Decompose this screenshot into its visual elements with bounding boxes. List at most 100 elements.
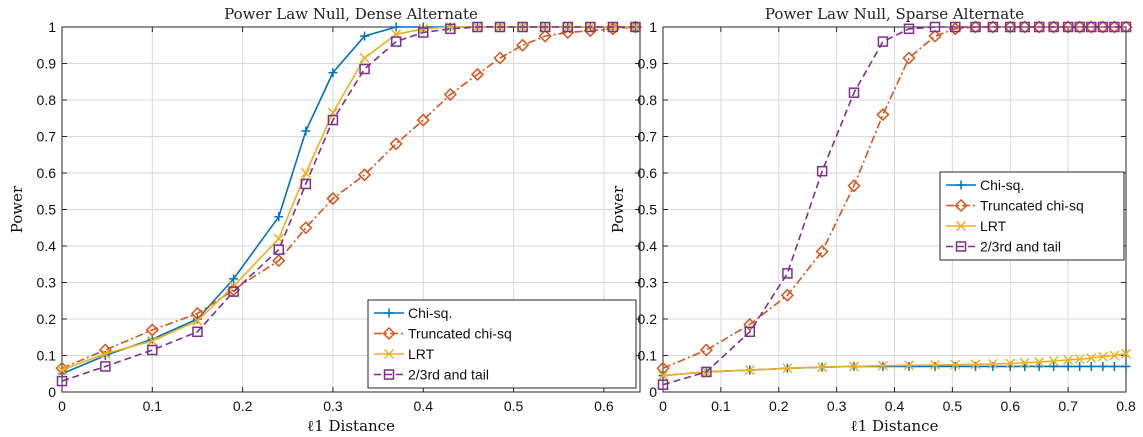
- data-point: [1073, 20, 1087, 34]
- data-point-b: [359, 52, 370, 64]
- y-tick-label: 0.2: [37, 311, 57, 327]
- legend-marker: [383, 369, 395, 380]
- y-tick-label: 0.2: [638, 311, 658, 327]
- data-point: [1047, 20, 1061, 34]
- data-point: [950, 21, 961, 33]
- x-tick-label: 0.4: [414, 398, 434, 414]
- series-line: [662, 26, 1126, 386]
- data-point: [470, 67, 484, 82]
- plot-frame: [61, 26, 641, 393]
- chart-panel-1: 0 0.1 0.2 0.3 0.4 0.5 0.6 0.7 0.8 0.9 1 0 0.1 0.2 0.3 0…: [8, 5, 643, 435]
- data-point: [100, 361, 111, 372]
- x-tick-label: 0.1: [143, 398, 163, 414]
- y-tick-label: 0.1: [37, 348, 57, 364]
- data-point: [357, 168, 372, 182]
- legend-entry: Truncated chi-sq: [980, 198, 1084, 214]
- data-point: [903, 23, 915, 35]
- data-point: [299, 221, 313, 235]
- data-point: [445, 23, 456, 35]
- data-point: [300, 178, 312, 190]
- data-point: [1084, 20, 1098, 34]
- data-point: [701, 366, 712, 378]
- data-point: [1062, 21, 1074, 33]
- y-tick-label: 0.4: [638, 238, 658, 254]
- y-tick-label: 0.8: [638, 92, 658, 108]
- data-point: [583, 24, 597, 38]
- data-point-b: [147, 335, 158, 346]
- data-point: [418, 27, 429, 38]
- series-tail: [657, 21, 1132, 390]
- legend-entry: LRT: [408, 346, 435, 362]
- chart-panel-2: 0 0.1 0.2 0.3 0.4 0.5 0.6 0.7 0.8 0.9 1 0 0.1 0.2 0.3 0…: [609, 5, 1136, 435]
- y-tick-label: 0: [649, 384, 657, 400]
- data-point-b: [1005, 358, 1016, 369]
- data-point: [1086, 21, 1097, 33]
- data-point-b: [877, 360, 888, 371]
- data-point-b: [1109, 350, 1120, 361]
- data-point: [1033, 21, 1045, 33]
- y-tick-label: 0.4: [37, 238, 57, 254]
- y-tick-label: 0.5: [638, 202, 658, 218]
- legend-entry: Chi-sq.: [408, 305, 452, 321]
- x-tick-label: 0.4: [885, 398, 905, 414]
- x-tick-label: 0.1: [711, 398, 731, 414]
- x-tick-label: 0.5: [504, 398, 524, 414]
- data-point: [816, 165, 828, 177]
- data-point: [228, 286, 239, 297]
- data-point: [986, 20, 1000, 34]
- data-point: [1019, 21, 1030, 33]
- data-point-b: [1048, 355, 1059, 367]
- data-point: [56, 375, 68, 387]
- data-point: [585, 21, 596, 33]
- chart-title: Power Law Null, Dense Alternate: [224, 5, 478, 23]
- data-point: [517, 21, 528, 33]
- data-point: [145, 323, 159, 337]
- series-line: [662, 352, 1127, 377]
- y-tick-label: 0.8: [37, 92, 57, 108]
- data-point: [970, 21, 981, 33]
- legend-marker: [955, 241, 967, 252]
- data-point: [1018, 20, 1032, 34]
- legend-entry: 2/3rd and tail: [980, 239, 1061, 255]
- data-point-b: [56, 365, 68, 376]
- data-point: [272, 254, 286, 268]
- legend-marker-b: [383, 348, 395, 360]
- data-point: [607, 21, 619, 33]
- data-point: [656, 361, 670, 375]
- series-tail: [56, 21, 641, 387]
- data-point: [699, 343, 713, 357]
- y-tick-label: 0.6: [37, 165, 57, 181]
- data-point-b: [970, 359, 981, 370]
- data-point: [192, 326, 203, 338]
- y-axis-label: Power: [609, 185, 627, 233]
- data-point: [493, 51, 507, 65]
- data-point: [472, 21, 483, 33]
- data-point: [928, 29, 942, 43]
- data-point-b: [744, 365, 755, 376]
- legend: Chi-sq. Truncated chi-sq LRT 2/3rd and tail: [367, 299, 637, 389]
- data-point-b: [1019, 357, 1030, 368]
- data-point: [539, 21, 551, 33]
- legend-marker-b: [955, 220, 967, 232]
- y-tick-label: 0.5: [37, 202, 57, 218]
- x-axis-label: ℓ1 Distance: [307, 417, 395, 435]
- legend: Chi-sq. Truncated chi-sq LRT 2/3rd and tail: [939, 171, 1125, 261]
- x-axis-label: ℓ1 Distance: [851, 417, 939, 435]
- plot-frame: [662, 26, 1127, 393]
- data-point-b: [228, 281, 239, 292]
- data-point-b: [1120, 348, 1132, 359]
- data-point-b: [100, 348, 111, 359]
- data-point: [538, 29, 552, 43]
- data-point: [443, 87, 457, 102]
- legend-box: [939, 171, 1125, 261]
- legend-entry: Truncated chi-sq: [408, 326, 512, 342]
- data-point: [630, 21, 641, 33]
- data-point: [273, 244, 284, 255]
- data-point: [1005, 21, 1016, 33]
- legend-marker: [954, 198, 968, 213]
- data-point: [147, 344, 158, 356]
- data-point-b: [1034, 357, 1045, 368]
- data-point-b: [1063, 354, 1074, 365]
- data-point-b: [300, 167, 311, 179]
